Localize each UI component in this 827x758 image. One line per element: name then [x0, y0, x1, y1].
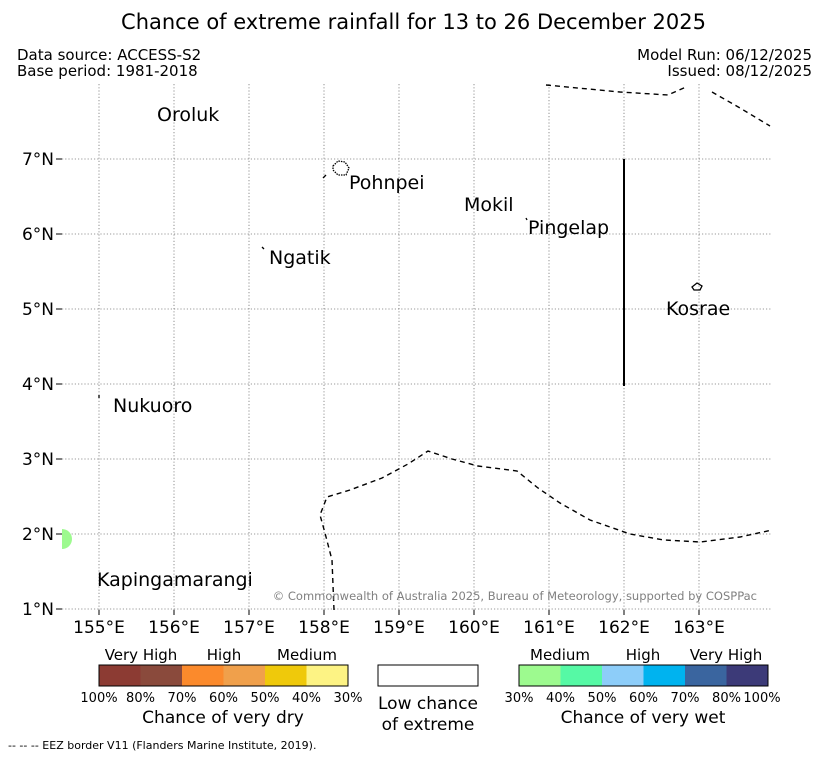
- legend-wet-category-medium: Medium: [530, 646, 590, 664]
- copyright-notice: © Commonwealth of Australia 2025, Bureau…: [273, 589, 757, 603]
- legend-dry-swatch: [182, 665, 224, 686]
- legend-wet-tick: 60%: [629, 691, 658, 706]
- legend-wet-swatch: [685, 665, 727, 686]
- legend-wet-swatch: [560, 665, 602, 686]
- legend-dry-category-medium: Medium: [277, 646, 337, 664]
- legend-low-chance-swatch: [377, 664, 479, 687]
- legend-dry-swatch: [306, 665, 348, 686]
- legend-wet-category-high: High: [626, 646, 660, 664]
- lon-tick-label: 155°E: [73, 618, 125, 638]
- legend-low-chance: Low chance of extreme: [377, 664, 479, 735]
- lat-tick-label: 4°N: [22, 375, 54, 395]
- legend-wet-tick: 80%: [712, 691, 741, 706]
- lat-tick-label: 2°N: [22, 525, 54, 545]
- eez-footnote: -- -- -- EEZ border V11 (Flanders Marine…: [8, 739, 317, 752]
- legend-dry: Very High High Medium 100% 80% 70% 60% 5…: [80, 646, 362, 728]
- legend-dry-swatch: [223, 665, 265, 686]
- lon-tick-label: 163°E: [673, 618, 725, 638]
- lat-tick-label: 1°N: [22, 600, 54, 620]
- ngatik-atoll-shape: [261, 246, 265, 250]
- legend-wet-swatch: [602, 665, 644, 686]
- legend-dry-tick: 30%: [334, 691, 363, 706]
- legend-wet: Medium High Very High 30% 40% 50% 60% 70…: [505, 646, 781, 728]
- legend-wet-tick: 40%: [546, 691, 575, 706]
- legend-dry-title: Chance of very dry: [142, 708, 304, 728]
- pingelap-atoll-shape: [525, 217, 528, 221]
- place-label-ngatik: Ngatik: [269, 247, 331, 269]
- place-label-kapingamarangi: Kapingamarangi: [97, 569, 253, 591]
- legend-wet-category-very-high: Very High: [690, 646, 763, 664]
- legend-wet-swatch: [519, 665, 561, 686]
- legend-wet-title: Chance of very wet: [561, 708, 726, 728]
- legend-dry-tick: 100%: [80, 691, 117, 706]
- legend-wet-swatch: [726, 665, 768, 686]
- lon-tick-label: 157°E: [223, 618, 275, 638]
- lon-tick-label: 162°E: [598, 618, 650, 638]
- legend-dry-tick: 40%: [292, 691, 321, 706]
- data-source-label: Data source: ACCESS-S2: [17, 46, 202, 64]
- place-label-kosrae: Kosrae: [666, 298, 730, 320]
- place-label-mokil: Mokil: [464, 194, 514, 216]
- legend-dry-tick: 80%: [126, 691, 155, 706]
- kosrae-island-shape: [691, 282, 703, 291]
- legend-dry-tick: 70%: [168, 691, 197, 706]
- pohnpei-islet-shape: [322, 174, 327, 179]
- lon-tick-label: 156°E: [148, 618, 200, 638]
- legend-low-chance-title-line2: of extreme: [382, 715, 475, 735]
- lon-tick-label: 160°E: [448, 618, 500, 638]
- place-label-oroluk: Oroluk: [157, 104, 219, 126]
- lon-tick-label: 159°E: [373, 618, 425, 638]
- pohnpei-island-shape: [332, 160, 350, 176]
- legend-wet-swatch: [643, 665, 685, 686]
- model-run-label: Model Run: 06/12/2025: [637, 46, 812, 64]
- place-label-pohnpei: Pohnpei: [349, 172, 425, 194]
- islands: [98, 160, 703, 398]
- axis-ticks: [56, 158, 700, 615]
- gridlines: [62, 84, 772, 610]
- legend-wet-tick: 70%: [671, 691, 700, 706]
- place-label-pingelap: Pingelap: [528, 217, 609, 239]
- legend-low-chance-title-line1: Low chance: [378, 694, 478, 714]
- legend-wet-tick: 50%: [588, 691, 617, 706]
- legend-dry-swatch: [99, 665, 141, 686]
- lat-tick-label: 6°N: [22, 225, 54, 245]
- wet-chance-area: [62, 529, 72, 549]
- issued-label: Issued: 08/12/2025: [667, 62, 812, 80]
- legend-wet-tick: 100%: [743, 691, 780, 706]
- legend-wet-tick: 30%: [505, 691, 534, 706]
- lat-tick-label: 5°N: [22, 300, 54, 320]
- legend-dry-swatch: [140, 665, 182, 686]
- legend-dry-tick: 50%: [251, 691, 280, 706]
- lon-tick-label: 161°E: [523, 618, 575, 638]
- lat-tick-label: 7°N: [22, 150, 54, 170]
- legend-dry-tick: 60%: [209, 691, 238, 706]
- eez-borders: [319, 84, 773, 611]
- legend-dry-category-very-high: Very High: [105, 646, 178, 664]
- map-title: Chance of extreme rainfall for 13 to 26 …: [121, 10, 706, 34]
- lon-tick-label: 158°E: [298, 618, 350, 638]
- place-label-nukuoro: Nukuoro: [113, 395, 192, 417]
- legend-dry-swatch: [265, 665, 307, 686]
- base-period-label: Base period: 1981-2018: [17, 62, 198, 80]
- legend-dry-category-high: High: [207, 646, 241, 664]
- lat-tick-label: 3°N: [22, 450, 54, 470]
